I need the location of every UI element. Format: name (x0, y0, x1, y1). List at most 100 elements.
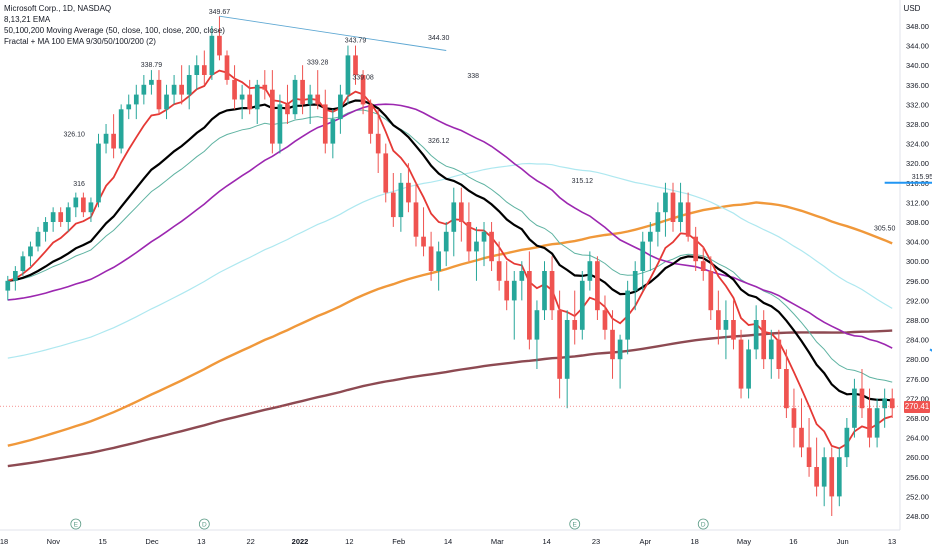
candle-body (806, 447, 812, 467)
candle-body (451, 202, 457, 232)
candle-body (436, 251, 442, 271)
last-price-tag: 270.41 (904, 401, 930, 413)
candle-body (201, 65, 207, 75)
candle-body (413, 202, 419, 237)
candle-body (345, 55, 351, 95)
y-tick-label: 344.00 (906, 42, 929, 51)
candle-body (700, 261, 706, 271)
candle-body (28, 246, 33, 257)
candle-body (670, 192, 676, 222)
candle-body (390, 192, 396, 218)
candle-body (617, 339, 623, 360)
candle-body (5, 280, 11, 291)
candle-body (768, 339, 774, 360)
candle-body (20, 256, 26, 271)
candle-body (81, 197, 86, 213)
x-tick-label: 13 (888, 537, 896, 546)
ma-indicator-label: 50,100,200 Moving Average (50, close, 10… (4, 26, 225, 35)
candle-body (799, 427, 804, 448)
x-tick-label: Dec (145, 537, 159, 546)
candle-body (874, 408, 880, 438)
x-tick-label: 16 (789, 537, 797, 546)
symbol-title: Microsoft Corp., 1D, NASDAQ (4, 4, 112, 13)
y-tick-label: 272.00 (906, 394, 929, 403)
candle-body (171, 84, 177, 95)
candle-body (829, 457, 835, 497)
candle-body (398, 182, 404, 218)
candle-body (738, 339, 744, 389)
y-tick-label: 320.00 (906, 159, 929, 168)
candle-body (406, 182, 411, 203)
y-tick-label: 284.00 (906, 336, 929, 345)
candle-body (35, 231, 41, 247)
x-tick-label: 23 (592, 537, 600, 546)
candle-body (844, 427, 850, 458)
candle-body (814, 467, 819, 487)
candle-body (731, 320, 736, 340)
ema21-line (7, 99, 893, 402)
x-tick-label: 12 (345, 537, 353, 546)
candle-body (549, 271, 555, 311)
candle-body (12, 271, 18, 281)
candle-body (474, 241, 479, 252)
candle-body (678, 202, 683, 222)
candle-body (65, 207, 71, 222)
candle-body (519, 271, 525, 281)
event-marker-label: E (573, 522, 578, 529)
candle-body (542, 271, 547, 311)
candle-body (149, 79, 154, 85)
candle-body (338, 94, 343, 120)
candle-body (572, 320, 578, 330)
y-tick-label: 328.00 (906, 120, 929, 129)
candle-body (307, 94, 313, 105)
candle-body (587, 261, 593, 281)
candle-body (421, 236, 426, 247)
y-tick-label: 268.00 (906, 414, 929, 423)
candle-body (557, 310, 562, 379)
candle-body (277, 104, 283, 144)
candle-body (270, 89, 275, 144)
candle-body (133, 94, 139, 105)
x-tick-label: Apr (639, 537, 651, 546)
candle-body (889, 398, 895, 409)
y-tick-label: 348.00 (906, 22, 929, 31)
candle-body (224, 55, 230, 80)
candle-body (292, 79, 298, 115)
price-annotation: 349.67 (209, 9, 231, 16)
candle-body (141, 84, 147, 95)
candle-body (481, 231, 487, 242)
x-tick-label: 13 (197, 537, 205, 546)
price-annotation: 326.12 (428, 138, 450, 145)
candle-body (156, 79, 162, 110)
candle-body (852, 388, 857, 428)
price-annotation: 338 (467, 73, 479, 80)
candle-body (693, 236, 699, 262)
y-tick-label: 292.00 (906, 296, 929, 305)
candle-body (285, 104, 290, 115)
y-tick-label: 324.00 (906, 140, 929, 149)
candle-body (632, 271, 638, 291)
chart-legend: Microsoft Corp., 1D, NASDAQ 8,13,21 EMA … (4, 3, 225, 47)
y-tick-label: 264.00 (906, 434, 929, 443)
y-tick-label: 260.00 (906, 453, 929, 462)
y-tick-label: 304.00 (906, 238, 929, 247)
candle-body (527, 271, 532, 340)
y-tick-label: 280.00 (906, 355, 929, 364)
candle-body (103, 133, 109, 144)
sma100-line (7, 201, 893, 447)
x-tick-label: Mar (491, 537, 504, 546)
candle-body (882, 398, 888, 409)
candle-body (663, 192, 668, 213)
candle-body (186, 75, 192, 95)
candle-body (239, 94, 245, 100)
ema100-line (7, 162, 893, 359)
candle-body (534, 310, 540, 340)
event-marker (569, 518, 581, 530)
candle-body (836, 457, 842, 497)
candle-body (708, 271, 714, 311)
candle-body (179, 84, 184, 95)
candle-body (322, 104, 328, 144)
price-annotation: 315.12 (572, 178, 594, 185)
